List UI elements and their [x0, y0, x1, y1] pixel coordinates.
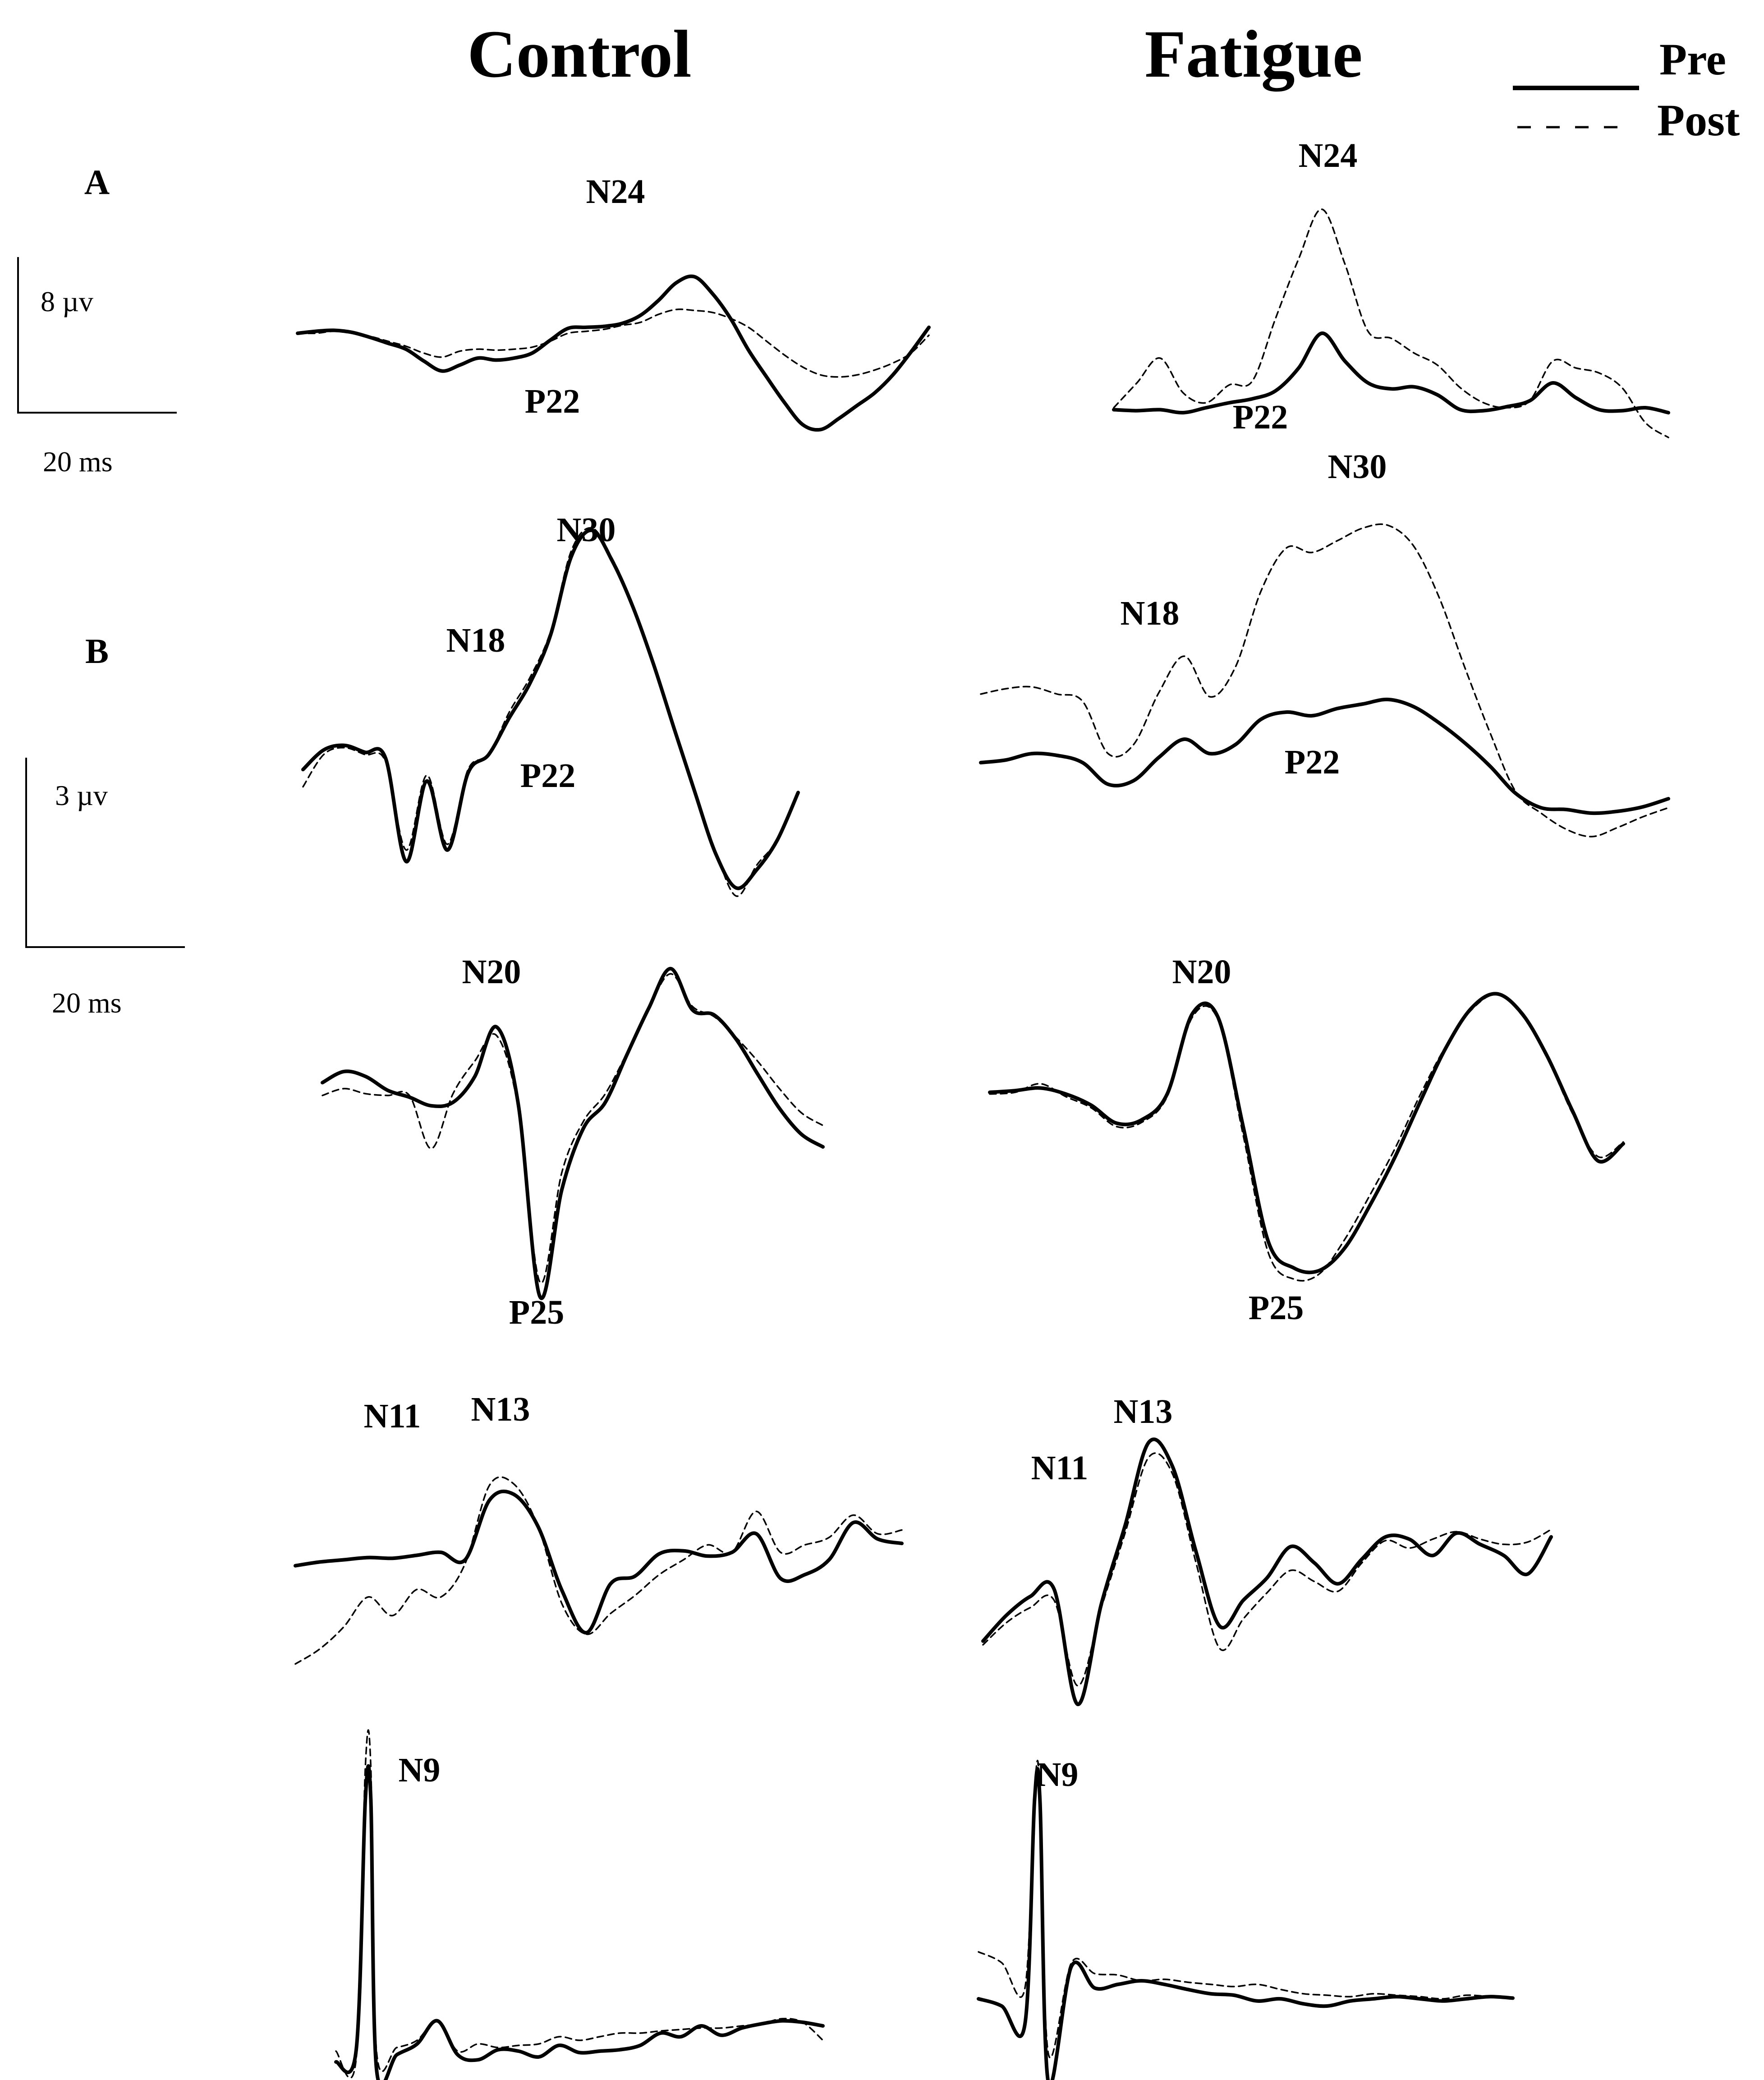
- legend-post-label: Post: [1657, 95, 1740, 145]
- trace-row2-fatigue-post: [980, 523, 1669, 838]
- column-title-control: Control: [467, 17, 691, 92]
- trace-row4-fatigue-pre: [981, 1437, 1553, 1706]
- trace-row5-control-pre: [334, 1764, 825, 2080]
- peak-label-r4-fatigue-n13: N13: [1114, 1393, 1173, 1431]
- column-title-fatigue: Fatigue: [1144, 17, 1362, 92]
- trace-row1-control-post: [297, 308, 930, 378]
- trace-row3-fatigue-post: [989, 994, 1624, 1282]
- trace-row2-control-pre: [301, 528, 800, 890]
- scale-bar-b-amplitude: 3 µv: [55, 779, 108, 811]
- trace-row5-control-post: [335, 1729, 824, 2079]
- peak-label-r2-fatigue-p22: P22: [1285, 743, 1340, 781]
- peak-label-r1-fatigue-n24: N24: [1299, 137, 1358, 175]
- trace-row5-fatigue-post: [978, 1760, 1514, 2059]
- peak-label-r4-control-n13: N13: [471, 1390, 530, 1428]
- peak-label-r2-control-n30: N30: [557, 511, 616, 549]
- peak-label-r1-fatigue-p22: P22: [1233, 398, 1288, 436]
- trace-row4-control-pre: [294, 1489, 904, 1635]
- trace-layer: [294, 208, 1670, 2080]
- peak-label-r4-fatigue-n11: N11: [1031, 1449, 1089, 1487]
- peak-label-r3-control-p25: P25: [509, 1293, 564, 1331]
- trace-row3-control-post: [322, 973, 824, 1284]
- scale-bar-b-time: 20 ms: [52, 987, 122, 1019]
- peak-label-r4-control-n11: N11: [364, 1397, 421, 1435]
- trace-row3-control-pre: [321, 966, 825, 1300]
- legend: Pre Post: [1513, 34, 1740, 145]
- trace-row4-fatigue-post: [982, 1452, 1552, 1687]
- peak-label-r1-control-n24: N24: [586, 173, 645, 211]
- trace-row2-fatigue-pre: [979, 697, 1670, 815]
- panel-label-b: B: [85, 631, 109, 671]
- scale-bar-a-time: 20 ms: [43, 446, 113, 478]
- trace-row4-control-post: [294, 1476, 903, 1665]
- trace-row5-fatigue-pre: [977, 1767, 1515, 2080]
- scale-bar-a: 8 µv 20 ms: [17, 257, 177, 478]
- scale-bar-b: 3 µv 20 ms: [25, 758, 185, 1019]
- trace-row2-control-post: [302, 527, 799, 897]
- peak-label-r2-control-p22: P22: [520, 757, 575, 795]
- trace-row1-control-pre: [296, 274, 931, 432]
- peak-label-r3-fatigue-n20: N20: [1172, 953, 1231, 991]
- trace-row1-fatigue-pre: [1112, 331, 1670, 415]
- peak-label-r3-fatigue-p25: P25: [1249, 1289, 1304, 1327]
- peak-label-r3-control-n20: N20: [462, 953, 521, 991]
- scale-bar-a-lines: [17, 257, 177, 414]
- peak-label-r5-control-n9: N9: [399, 1751, 441, 1789]
- panel-label-a: A: [84, 162, 110, 202]
- peak-label-r1-fatigue-n30: N30: [1328, 448, 1387, 486]
- peak-label-r5-fatigue-n9: N9: [1037, 1756, 1079, 1794]
- trace-row1-fatigue-post: [1113, 208, 1669, 438]
- peak-label-r1-control-p22: P22: [525, 382, 580, 420]
- peak-label-r2-control-n18: N18: [446, 621, 505, 659]
- legend-pre-label: Pre: [1659, 34, 1726, 84]
- scale-bar-b-lines: [25, 758, 185, 948]
- peak-label-r2-fatigue-n18: N18: [1121, 594, 1180, 632]
- trace-row3-fatigue-pre: [988, 992, 1625, 1275]
- scale-bar-a-amplitude: 8 µv: [41, 285, 93, 318]
